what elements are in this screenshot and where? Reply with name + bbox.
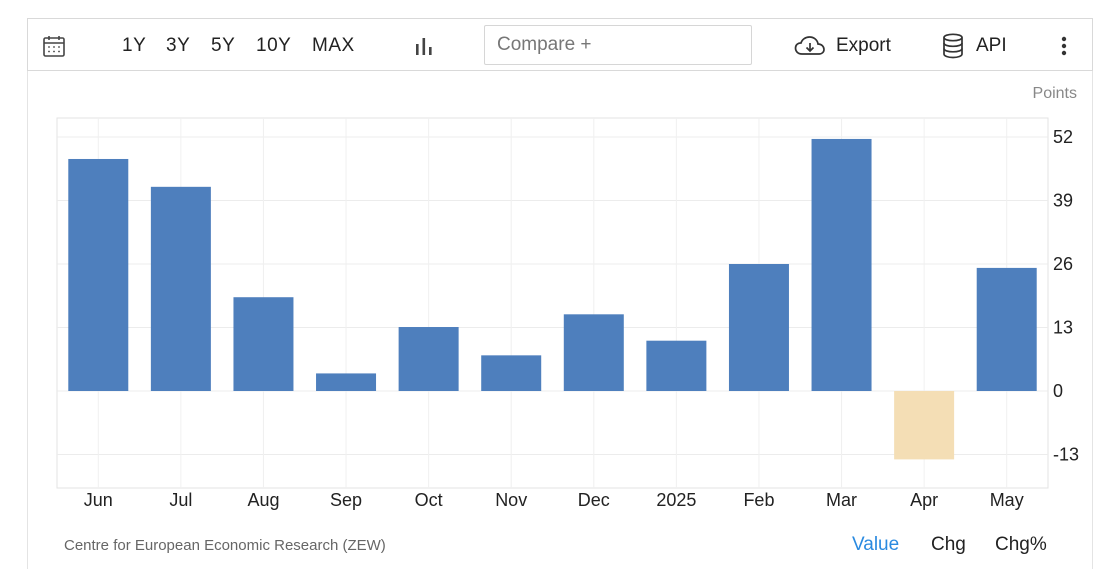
y-tick-label: 39 xyxy=(1053,191,1073,211)
x-tick-label: Feb xyxy=(743,490,774,510)
calendar-icon[interactable] xyxy=(42,19,66,72)
range-3y-button[interactable]: 3Y xyxy=(166,35,191,56)
x-tick-label: Jul xyxy=(169,490,192,510)
mode-value-tab[interactable]: Value xyxy=(852,534,900,555)
bar-2025[interactable] xyxy=(646,340,707,391)
database-icon xyxy=(942,32,964,59)
bar-sep[interactable] xyxy=(316,373,377,391)
bar-mar[interactable] xyxy=(811,138,872,391)
chart-panel xyxy=(27,18,1093,569)
x-tick-label: Aug xyxy=(247,490,279,510)
range-1y-button[interactable]: 1Y xyxy=(122,35,147,56)
mode-chgpct-tab[interactable]: Chg% xyxy=(995,534,1047,555)
x-tick-label: Mar xyxy=(826,490,857,510)
x-tick-label: Dec xyxy=(578,490,610,510)
units-label: Points xyxy=(1032,85,1077,102)
source-label: Centre for European Economic Research (Z… xyxy=(64,537,386,554)
x-tick-label: Oct xyxy=(415,490,443,510)
range-max-button[interactable]: MAX xyxy=(312,35,355,56)
y-tick-label: 26 xyxy=(1053,254,1073,274)
y-tick-label: 52 xyxy=(1053,127,1073,147)
x-tick-label: Jun xyxy=(84,490,113,510)
x-tick-label: 2025 xyxy=(656,490,696,510)
bar-nov[interactable] xyxy=(481,355,542,391)
bar-may[interactable] xyxy=(976,267,1037,391)
cloud-download-icon xyxy=(794,35,826,57)
export-button[interactable]: Export xyxy=(794,19,891,72)
range-10y-button[interactable]: 10Y xyxy=(256,35,292,56)
export-label: Export xyxy=(836,34,891,56)
x-tick-label: Nov xyxy=(495,490,527,510)
bar-jun[interactable] xyxy=(68,158,129,391)
y-tick-label: -13 xyxy=(1053,445,1079,465)
bar-feb[interactable] xyxy=(728,264,789,391)
bar-apr[interactable] xyxy=(894,391,955,460)
bar-oct[interactable] xyxy=(398,327,459,391)
x-tick-label: Apr xyxy=(910,490,938,510)
range-5y-button[interactable]: 5Y xyxy=(211,35,236,56)
compare-input[interactable] xyxy=(484,25,752,65)
x-tick-label: May xyxy=(990,490,1024,510)
api-label: API xyxy=(976,34,1007,56)
bar-jul[interactable] xyxy=(150,186,211,391)
bar-chart-icon[interactable] xyxy=(414,19,434,72)
x-tick-label: Sep xyxy=(330,490,362,510)
y-tick-label: 13 xyxy=(1053,318,1073,338)
api-button[interactable]: API xyxy=(942,19,1007,72)
bar-dec[interactable] xyxy=(563,314,624,391)
mode-chg-tab[interactable]: Chg xyxy=(931,534,966,555)
chart-toolbar: 1Y 3Y 5Y 10Y MAX Export xyxy=(27,18,1093,71)
plot-frame xyxy=(56,117,1049,489)
more-vertical-icon[interactable] xyxy=(1060,19,1068,72)
y-tick-label: 0 xyxy=(1053,381,1063,401)
bar-aug[interactable] xyxy=(233,297,294,391)
